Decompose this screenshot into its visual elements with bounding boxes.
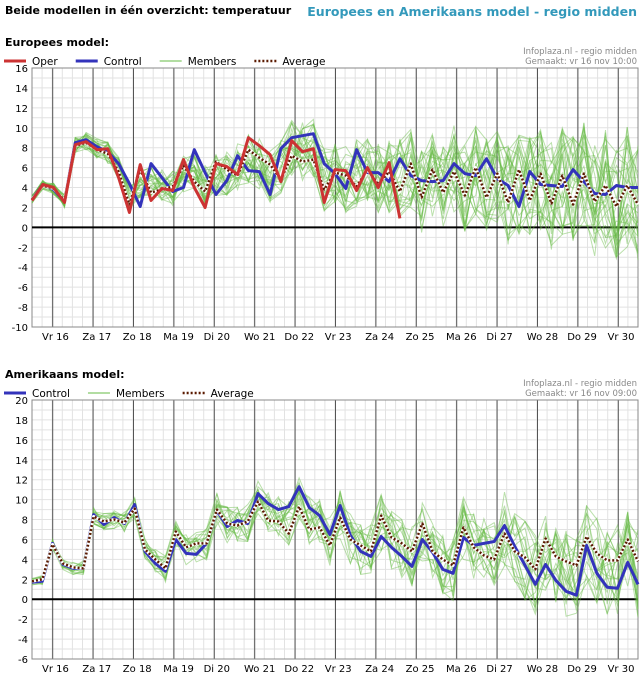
x-tick-label: Wo 28 [527, 332, 558, 343]
plot-frame [31, 399, 639, 660]
x-tick-label: Ma 26 [446, 332, 477, 343]
x-tick-label: Do 29 [567, 332, 597, 343]
source-line-2: Gemaakt: vr 16 nov 09:00 [525, 389, 637, 399]
source-line-2: Gemaakt: vr 16 nov 10:00 [525, 57, 637, 67]
american-model-chart: Control Members Average -6 -4 -2 0 2 4 6 8 10 12 14 16… [4, 388, 640, 675]
y-tick-label: -2 [18, 243, 28, 254]
y-tick-label: 6 [22, 535, 28, 546]
header-right-title: Europees en Amerikaans model - regio mid… [307, 4, 637, 19]
y-tick-label: 18 [15, 416, 28, 427]
source-note-european: Infoplaza.nl - regio midden Gemaakt: vr … [523, 47, 637, 67]
x-tick-label: Vr 23 [325, 332, 352, 343]
x-tick-label: Ma 19 [163, 664, 194, 675]
x-tick-label: Vr 30 [608, 332, 635, 343]
x-tick-label: Zo 18 [123, 332, 152, 343]
member-line [31, 126, 639, 247]
member-line [31, 491, 639, 616]
member-line [31, 131, 639, 257]
x-tick-label: Za 24 [365, 332, 394, 343]
y-tick-label: 14 [15, 84, 28, 95]
y-tick-label: 8 [22, 144, 28, 155]
y-tick-label: 10 [15, 496, 28, 507]
y-tick-label: 0 [22, 223, 28, 234]
average-series-line [31, 500, 640, 583]
y-tick-label: -8 [18, 303, 28, 314]
member-line [31, 485, 639, 604]
x-tick-label: Do 29 [567, 664, 597, 675]
legend-label-oper: Oper [32, 56, 58, 68]
x-tick-label: Wo 21 [244, 332, 275, 343]
y-tick-label: 0 [22, 595, 28, 606]
x-tick-label: Di 20 [204, 332, 230, 343]
y-tick-label: 6 [22, 164, 28, 175]
member-line [31, 495, 639, 615]
x-tick-label: Do 22 [284, 332, 314, 343]
y-tick-label: -2 [18, 615, 28, 626]
european-model-chart: Oper Control Members Average -10 -8 -6 -4 -2 0 2 4 6… [4, 56, 640, 343]
y-tick-label: 10 [15, 124, 28, 135]
section-title-american: Amerikaans model: [5, 368, 125, 381]
x-tick-label: Zo 25 [406, 664, 435, 675]
legend-label-average: Average [211, 388, 254, 400]
source-line-1: Infoplaza.nl - regio midden [523, 47, 637, 57]
x-tick-label: Vr 16 [42, 664, 69, 675]
member-line [31, 121, 639, 243]
x-tick-label: Vr 30 [608, 664, 635, 675]
y-tick-label: 16 [15, 436, 28, 447]
legend-label-control: Control [104, 56, 142, 68]
x-tick-label: Zo 18 [123, 664, 152, 675]
y-tick-label: -6 [18, 283, 28, 294]
x-tick-label: Za 17 [82, 332, 111, 343]
y-tick-label: 2 [22, 203, 28, 214]
member-line [31, 137, 639, 252]
member-line [31, 124, 639, 239]
x-tick-label: Di 27 [486, 664, 512, 675]
y-tick-label: 16 [15, 64, 28, 75]
y-tick-label: 2 [22, 575, 28, 586]
y-tick-label: 4 [22, 184, 28, 195]
y-tick-label: 14 [15, 456, 28, 467]
y-tick-label: 12 [15, 104, 28, 115]
y-tick-label: 12 [15, 476, 28, 487]
x-tick-label: Za 24 [365, 664, 394, 675]
x-tick-label: Di 20 [204, 664, 230, 675]
x-tick-label: Do 22 [284, 664, 314, 675]
source-note-american: Infoplaza.nl - regio midden Gemaakt: vr … [523, 379, 637, 399]
y-tick-label: 8 [22, 516, 28, 527]
y-tick-label: 4 [22, 555, 28, 566]
x-tick-label: Di 27 [486, 332, 512, 343]
y-tick-label: -6 [18, 655, 28, 666]
header-left-title: Beide modellen in één overzicht: tempera… [5, 4, 292, 17]
x-tick-label: Za 17 [82, 664, 111, 675]
legend-label-members: Members [188, 56, 237, 68]
y-tick-label: -4 [18, 635, 28, 646]
y-tick-label: -10 [12, 323, 28, 334]
legend-label-control: Control [32, 388, 70, 400]
section-title-european: Europees model: [5, 36, 110, 49]
legend-label-average: Average [282, 56, 325, 68]
legend-label-members: Members [116, 388, 165, 400]
x-tick-label: Ma 26 [446, 664, 477, 675]
x-tick-label: Wo 28 [527, 664, 558, 675]
x-tick-label: Wo 21 [244, 664, 275, 675]
y-tick-label: 20 [15, 396, 28, 407]
x-tick-label: Ma 19 [163, 332, 194, 343]
members-group [31, 118, 639, 261]
x-tick-label: Vr 16 [42, 332, 69, 343]
oper-series-line [30, 136, 402, 219]
y-tick-label: -4 [18, 263, 28, 274]
x-tick-label: Vr 23 [325, 664, 352, 675]
control-series-line [31, 485, 640, 597]
x-tick-label: Zo 25 [406, 332, 435, 343]
source-line-1: Infoplaza.nl - regio midden [523, 379, 637, 389]
